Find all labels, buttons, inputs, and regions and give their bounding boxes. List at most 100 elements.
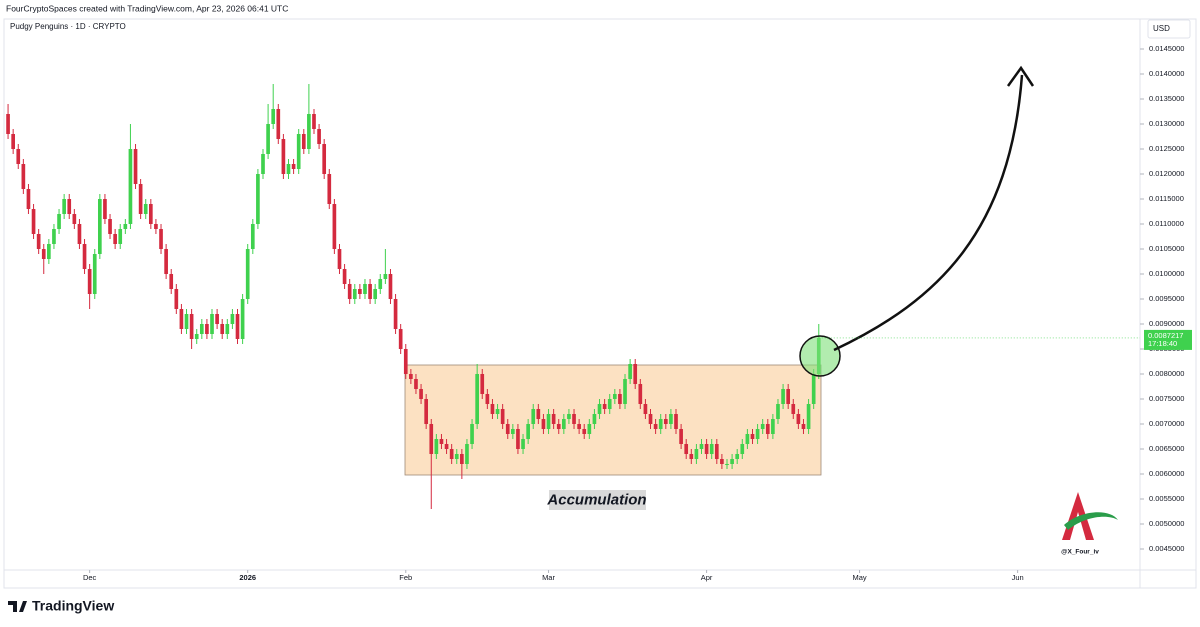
candle-body	[587, 424, 592, 434]
candle-body	[704, 444, 709, 454]
candle-body	[791, 404, 796, 414]
y-tick-label: 0.0145000	[1149, 44, 1184, 53]
candle-body	[612, 394, 617, 399]
currency-box	[1147, 19, 1191, 39]
candle-body	[383, 274, 388, 279]
tv-icon	[8, 601, 27, 612]
y-tick-label: 0.0050000	[1149, 519, 1184, 528]
candle-body	[16, 149, 21, 164]
y-tick-label: 0.0125000	[1149, 144, 1184, 153]
candle-body	[694, 449, 699, 459]
candle-body	[480, 374, 485, 394]
candle-body	[623, 379, 627, 404]
candle-body	[460, 454, 464, 464]
x-tick-label: May	[852, 573, 866, 582]
candle-body	[781, 389, 785, 404]
candles	[6, 84, 821, 509]
candle-body	[164, 249, 168, 274]
footer-brand: TradingView	[32, 598, 114, 614]
candle-body	[577, 424, 581, 429]
candle-body	[490, 404, 495, 414]
candle-body	[669, 414, 673, 424]
candle-body	[103, 199, 107, 219]
candle-body	[465, 444, 469, 464]
candle-body	[689, 454, 694, 459]
candle-body	[653, 424, 658, 429]
y-tick-label: 0.0140000	[1149, 69, 1184, 78]
candle-body	[179, 309, 184, 329]
y-tick-label: 0.0110000	[1149, 219, 1184, 228]
candle-body	[796, 414, 801, 424]
candle-body	[108, 219, 112, 234]
candle-body	[388, 274, 393, 299]
y-tick-label: 0.0070000	[1149, 419, 1184, 428]
candle-body	[745, 434, 750, 444]
candle-body	[230, 314, 235, 324]
candle-body	[419, 389, 423, 399]
candle-body	[154, 224, 158, 229]
candle-body	[607, 399, 612, 409]
candle-body	[755, 429, 760, 439]
candle-body	[811, 374, 816, 404]
candle-body	[322, 144, 327, 174]
candle-body	[327, 174, 332, 204]
candle-body	[118, 229, 123, 244]
candle-body	[26, 189, 31, 209]
candle-body	[551, 414, 556, 424]
candle-body	[21, 164, 26, 189]
candle-body	[363, 284, 367, 294]
candle-body	[806, 404, 811, 429]
candle-body	[36, 234, 41, 249]
candle-body	[771, 419, 775, 434]
candle-body	[495, 409, 500, 414]
candle-body	[714, 444, 719, 459]
candle-body	[403, 349, 408, 374]
candle-body	[225, 324, 230, 334]
y-tick-label: 0.0130000	[1149, 119, 1184, 128]
projection-arrow	[833, 74, 1024, 352]
candle-body	[174, 289, 179, 309]
candle-body	[342, 269, 347, 284]
candle-body	[393, 299, 398, 329]
candle-body	[398, 329, 403, 349]
currency: USD	[1153, 24, 1170, 33]
candle-body	[511, 429, 515, 434]
candle-body	[281, 139, 286, 174]
candle-body	[541, 419, 546, 429]
candle-body	[286, 164, 291, 174]
candle-body	[674, 414, 678, 429]
header: FourCryptoSpaces created with TradingVie…	[6, 3, 288, 13]
candle-body	[378, 279, 383, 289]
annotation: Accumulation	[546, 491, 646, 508]
candle-body	[373, 289, 378, 299]
candle-body	[250, 224, 255, 249]
candle-body	[765, 424, 770, 434]
y-tick-label: 0.0060000	[1149, 469, 1184, 478]
y-tick-label: 0.0095000	[1149, 294, 1184, 303]
y-tick-label: 0.0055000	[1149, 494, 1184, 503]
candle-body	[87, 269, 92, 294]
candle-body	[368, 284, 372, 299]
candle-body	[307, 114, 311, 149]
candle-body	[409, 374, 413, 379]
candle-body	[633, 364, 638, 384]
candle-body	[546, 414, 551, 429]
candle-body	[159, 229, 163, 249]
y-tick-label: 0.0080000	[1149, 369, 1184, 378]
candle-body	[424, 399, 428, 424]
candle-body	[658, 419, 663, 429]
candle-body	[516, 429, 520, 449]
x-tick-label: Feb	[399, 573, 412, 582]
candle-body	[602, 404, 607, 409]
candle-body	[276, 109, 281, 139]
candle-body	[301, 134, 306, 149]
candle-body	[699, 444, 704, 449]
chart-frame	[3, 18, 1197, 589]
candle-body	[776, 404, 780, 419]
candle-body	[133, 149, 138, 184]
candle-body	[592, 414, 597, 424]
candle-body	[52, 229, 56, 244]
candle-body	[618, 394, 622, 404]
x-tick-label: Apr	[701, 573, 713, 582]
